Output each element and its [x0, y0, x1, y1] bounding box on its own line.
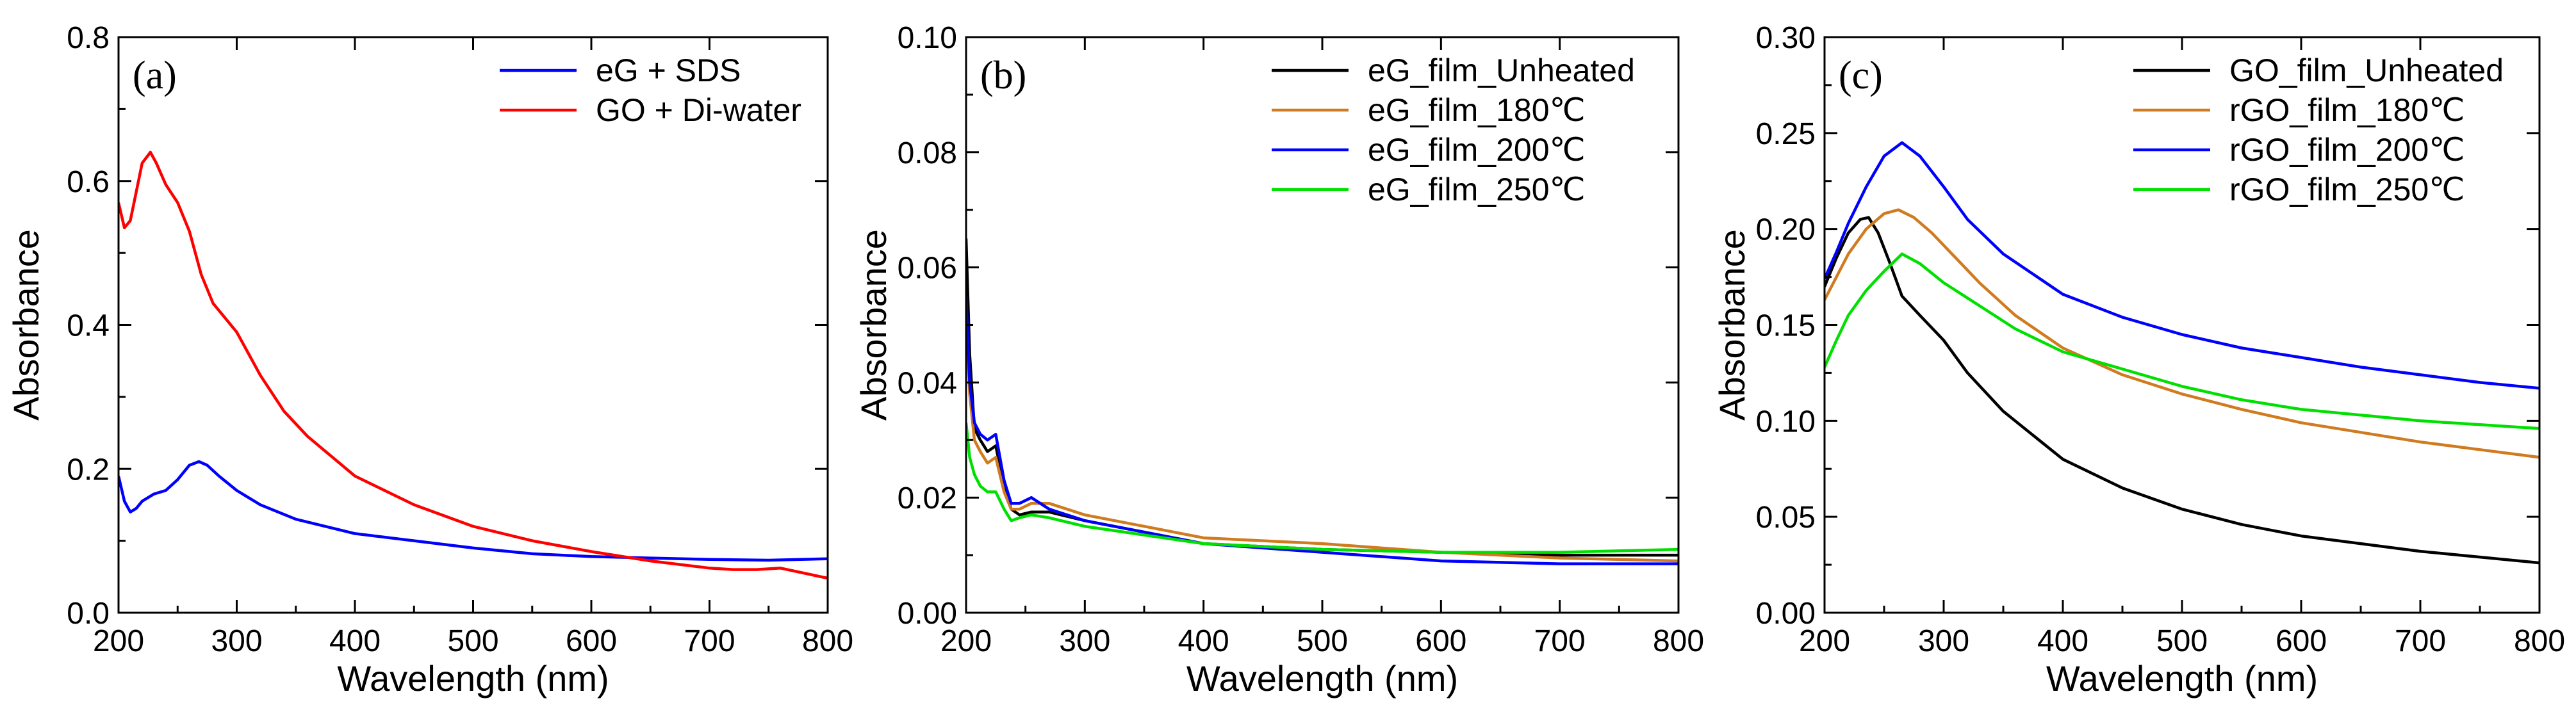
y-tick-label: 0.00 [1756, 597, 1816, 631]
x-tick-label: 700 [684, 624, 735, 658]
y-axis-title: Absorbance [1712, 229, 1752, 421]
legend-label: eG_film_200℃ [1368, 132, 1586, 168]
y-tick-label: 0.10 [1756, 405, 1816, 439]
series-line-3 [966, 423, 1678, 554]
y-tick-label: 0.6 [67, 165, 110, 199]
series-line-2 [1825, 141, 2539, 390]
x-tick-label: 800 [2514, 624, 2565, 658]
legend-label: rGO_film_200℃ [2229, 132, 2465, 168]
y-tick-label: 0.08 [898, 136, 957, 170]
x-tick-label: 300 [1918, 624, 1969, 658]
y-tick-label: 0.02 [898, 481, 957, 515]
series-line-0 [119, 460, 828, 562]
x-tick-label: 400 [329, 624, 381, 658]
series-line-3 [1825, 252, 2539, 430]
series-line-1 [1825, 208, 2539, 459]
y-tick-label: 0.0 [67, 597, 110, 631]
x-axis-title: Wavelength (nm) [337, 658, 609, 699]
y-axis-title: Absorbance [853, 229, 894, 421]
x-axis-title: Wavelength (nm) [1186, 658, 1458, 699]
x-tick-label: 600 [2276, 624, 2327, 658]
y-tick-label: 0.30 [1756, 21, 1816, 55]
x-tick-label: 500 [2156, 624, 2208, 658]
legend-label: rGO_film_180℃ [2229, 92, 2465, 128]
x-tick-label: 300 [1059, 624, 1110, 658]
series-line-0 [1825, 216, 2539, 565]
x-tick-label: 400 [2037, 624, 2088, 658]
x-tick-label: 200 [940, 624, 992, 658]
series-line-0 [966, 238, 1678, 557]
x-tick-label: 300 [211, 624, 262, 658]
x-tick-label: 200 [93, 624, 144, 658]
panel-label: (b) [980, 54, 1026, 97]
panel-b: 200 300 400 500 600 700 800 0.00 0.02 0.04 0.06 0.0… [853, 21, 1704, 699]
y-tick-label: 0.25 [1756, 117, 1816, 151]
y-tick-label: 0.05 [1756, 501, 1816, 535]
x-tick-label: 800 [802, 624, 853, 658]
y-tick-label: 0.8 [67, 21, 110, 55]
legend-label: GO + Di-water [596, 92, 801, 128]
panel-a: 200 300 400 500 600 700 800 0.0 0.2 0.4 0.6 0.8 Wave… [6, 21, 853, 699]
legend-label: eG + SDS [596, 53, 741, 88]
legend: eG + SDS GO + Di-water [500, 53, 801, 128]
y-tick-label: 0.00 [898, 597, 957, 631]
legend-label: eG_film_180℃ [1368, 92, 1586, 128]
legend-label: eG_film_Unheated [1368, 53, 1635, 88]
x-axis-title: Wavelength (nm) [2046, 658, 2318, 699]
legend-label: rGO_film_250℃ [2229, 172, 2465, 207]
y-tick-label: 0.2 [67, 453, 110, 487]
legend-label: GO_film_Unheated [2229, 53, 2504, 88]
series-line-1 [119, 150, 828, 580]
x-tick-label: 600 [1415, 624, 1466, 658]
x-tick-label: 700 [2395, 624, 2446, 658]
panel-c: 200 300 400 500 600 700 800 0.00 0.05 0.10 0.15 0.2… [1712, 21, 2565, 699]
x-tick-label: 500 [1297, 624, 1348, 658]
y-tick-label: 0.06 [898, 252, 957, 286]
y-axis-title: Absorbance [6, 229, 46, 421]
x-tick-label: 500 [447, 624, 498, 658]
series-line-1 [966, 313, 1678, 563]
x-tick-label: 700 [1534, 624, 1586, 658]
legend: eG_film_Unheated eG_film_180℃ eG_film_200℃… [1272, 53, 1635, 207]
legend-label: eG_film_250℃ [1368, 172, 1586, 207]
y-tick-label: 0.15 [1756, 309, 1816, 343]
x-tick-label: 600 [566, 624, 617, 658]
y-tick-label: 0.10 [898, 21, 957, 55]
series-line-2 [966, 296, 1678, 565]
panel-label: (c) [1839, 54, 1883, 97]
y-tick-label: 0.20 [1756, 213, 1816, 247]
x-tick-label: 400 [1178, 624, 1229, 658]
legend: GO_film_Unheated rGO_film_180℃ rGO_film_20… [2133, 53, 2504, 207]
y-tick-label: 0.04 [898, 366, 957, 400]
x-tick-label: 800 [1653, 624, 1704, 658]
panel-label: (a) [133, 54, 177, 97]
y-tick-label: 0.4 [67, 309, 110, 343]
x-tick-label: 200 [1799, 624, 1850, 658]
